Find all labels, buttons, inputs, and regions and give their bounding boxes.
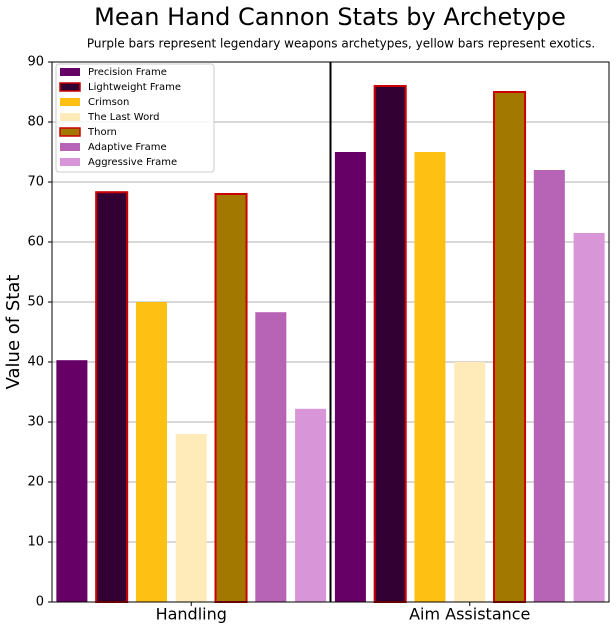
legend-swatch <box>59 82 81 92</box>
legend-swatch <box>60 68 80 76</box>
y-tick-label: 90 <box>27 55 44 70</box>
bar <box>533 170 565 602</box>
plot-frame <box>51 61 610 603</box>
y-tick-label: 30 <box>27 415 44 430</box>
legend-label: Adaptive Frame <box>88 142 167 153</box>
legend-swatch <box>60 158 80 166</box>
bar <box>295 408 327 602</box>
y-tick-label: 50 <box>27 295 44 310</box>
legend-label: Crimson <box>88 97 129 108</box>
y-tick-label: 20 <box>27 475 44 490</box>
bar <box>493 91 527 603</box>
legend-label: Lightweight Frame <box>88 82 181 93</box>
y-tick-label: 0 <box>36 595 44 610</box>
bar <box>175 434 207 602</box>
y-tick-label: 70 <box>27 175 44 190</box>
legend-label: Precision Frame <box>88 67 167 78</box>
legend-box <box>55 63 215 173</box>
chart-subtitle: Purple bars represent legendary weapons … <box>87 37 595 51</box>
legend-label: Thorn <box>87 127 117 138</box>
bar <box>255 312 287 602</box>
x-tick-label: Handling <box>156 605 227 624</box>
y-tick-label: 80 <box>27 115 44 130</box>
bar <box>214 193 248 603</box>
y-tick-label: 40 <box>27 355 44 370</box>
legend-swatch <box>59 127 81 137</box>
bar <box>414 152 446 602</box>
bar <box>573 233 605 602</box>
legend-swatch <box>60 143 80 151</box>
bar <box>56 360 88 602</box>
legend-label: Aggressive Frame <box>88 157 177 168</box>
chart-title: Mean Hand Cannon Stats by Archetype <box>94 3 566 31</box>
y-tick-label: 10 <box>27 535 44 550</box>
x-tick-label: Aim Assistance <box>409 605 530 624</box>
legend-label: The Last Word <box>87 112 160 123</box>
bar <box>373 85 407 603</box>
bar <box>135 302 167 602</box>
y-tick-label: 60 <box>27 235 44 250</box>
bar <box>334 152 366 602</box>
legend-swatch <box>60 113 80 121</box>
legend-swatch <box>60 98 80 106</box>
bar <box>454 362 486 602</box>
bar <box>95 191 129 603</box>
y-axis-label: Value of Stat <box>3 275 24 390</box>
